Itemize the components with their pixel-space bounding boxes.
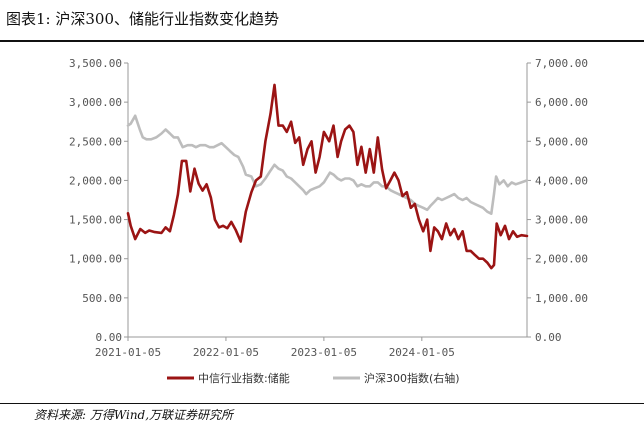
y-right-tick-label: 4,000.00 [535,174,588,187]
y-left-tick-label: 500.00 [82,292,122,305]
legend-label-storage-index: 中信行业指数:储能 [198,371,290,385]
y-left-tick-label: 3,500.00 [69,57,122,70]
y-right-tick-label: 7,000.00 [535,57,588,70]
y-left-tick-label: 1,500.00 [69,214,122,227]
x-tick-label: 2024-01-05 [389,346,455,359]
chart-title: 图表1: 沪深300、储能行业指数变化趋势 [6,10,279,28]
axes: 0.00 500.00 1,000.00 1,500.00 2,000.00 2,500.… [69,57,588,359]
y-right-tick-label: 1,000.00 [535,292,588,305]
y-left-tick-label: 1,000.00 [69,253,122,266]
top-rule [0,40,644,42]
x-tick-label: 2021-01-05 [95,346,161,359]
bottom-rule [0,403,644,404]
y-left-tick-label: 3,000.00 [69,96,122,109]
y-right-tick-label: 3,000.00 [535,214,588,227]
y-left-tick-label: 2,000.00 [69,174,122,187]
series-layer [126,83,529,270]
y-right-tick-label: 6,000.00 [535,96,588,109]
legend-label-csi300: 沪深300指数(右轴) [364,371,460,385]
y-left-tick-label: 2,500.00 [69,135,122,148]
line-chart: 0.00 500.00 1,000.00 1,500.00 2,000.00 2,500.… [69,57,588,385]
series-line-storage-index [126,83,529,270]
x-tick-label: 2022-01-05 [193,346,259,359]
y-right-tick-label: 0.00 [535,331,562,344]
y-right-tick-label: 5,000.00 [535,135,588,148]
source-note: 资料来源: 万得Wind,万联证券研究所 [34,408,234,422]
series-line-csi300 [126,114,529,215]
legend: 中信行业指数:储能 沪深300指数(右轴) [167,371,460,385]
y-right-tick-label: 2,000.00 [535,253,588,266]
y-left-tick-label: 0.00 [96,331,123,344]
x-tick-label: 2023-01-05 [291,346,357,359]
